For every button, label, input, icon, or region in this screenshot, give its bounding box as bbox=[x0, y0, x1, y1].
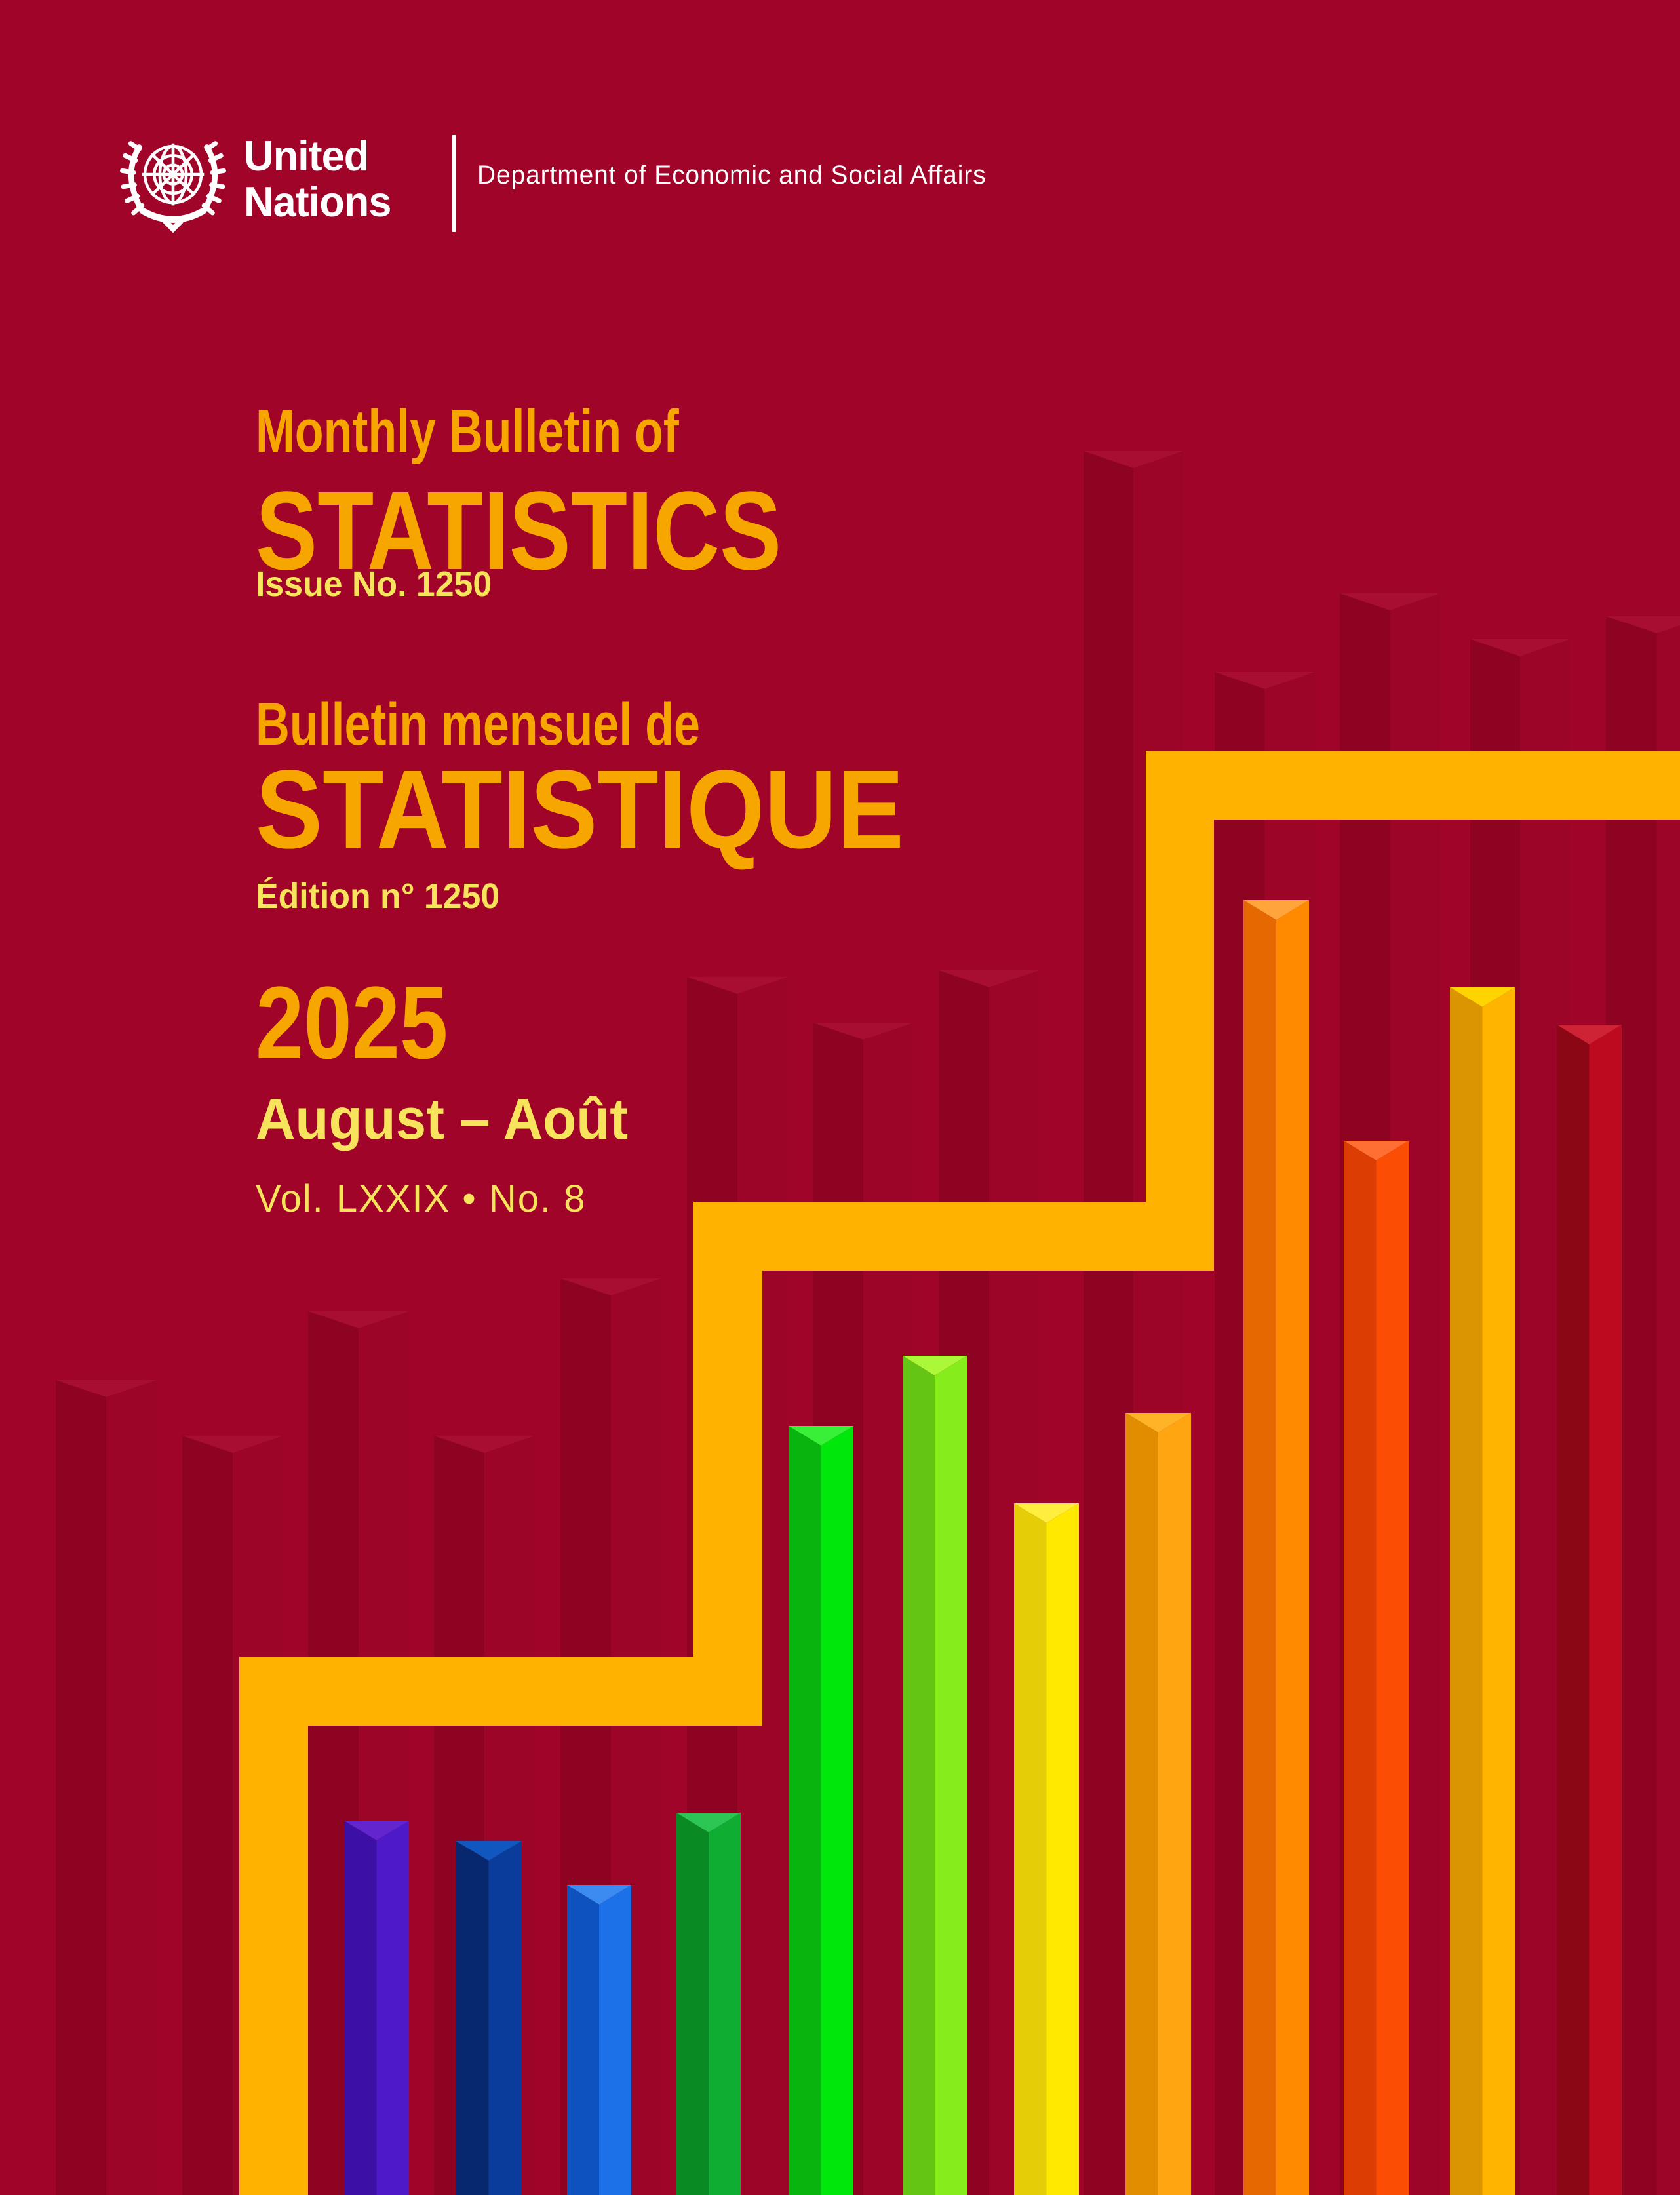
decorative-bar-yellow bbox=[1014, 1503, 1079, 2195]
department-name: Department of Economic and Social Affair… bbox=[477, 161, 987, 189]
title-en-line1: Monthly Bulletin of bbox=[256, 398, 679, 465]
logo-divider bbox=[452, 135, 456, 232]
issue-number-fr: Édition n° 1250 bbox=[256, 877, 500, 916]
decorative-bar-lime bbox=[903, 1356, 967, 2195]
decorative-bar-purple bbox=[344, 1821, 409, 2195]
decorative-bar-crimson bbox=[1557, 1025, 1622, 2195]
decorative-bar-gold bbox=[1450, 987, 1515, 2195]
decorative-bar-vermillion bbox=[1344, 1141, 1409, 2195]
edition-month: August – Août bbox=[256, 1086, 629, 1151]
decorative-bar-blue bbox=[567, 1885, 631, 2195]
decorative-bar-navy bbox=[456, 1841, 522, 2195]
step-line-segment bbox=[693, 1202, 762, 1726]
decorative-bar-amber bbox=[1125, 1413, 1191, 2195]
decorative-bar-orange bbox=[1243, 900, 1309, 2195]
edition-volume: Vol. LXXIX • No. 8 bbox=[256, 1177, 587, 1220]
ghost-bar bbox=[56, 1380, 157, 2195]
decorative-bar-bright-green bbox=[789, 1426, 853, 2195]
logo-wordmark: United Nations bbox=[244, 133, 391, 225]
edition-year: 2025 bbox=[256, 966, 448, 1080]
step-line-segment bbox=[1146, 751, 1214, 1271]
un-emblem-icon bbox=[120, 141, 226, 233]
title-fr-line2: STATISTIQUE bbox=[256, 747, 904, 872]
step-line-segment bbox=[239, 1657, 762, 1726]
step-line-segment bbox=[1146, 751, 1680, 820]
logo-word-united: United bbox=[244, 132, 369, 180]
step-line-segment bbox=[239, 1657, 308, 2195]
title-en-line2: STATISTICS bbox=[256, 469, 782, 593]
logo-word-nations: Nations bbox=[244, 178, 391, 226]
step-line-segment bbox=[693, 1202, 1214, 1271]
issue-number-en: Issue No. 1250 bbox=[256, 564, 492, 604]
title-fr-line1: Bulletin mensuel de bbox=[256, 691, 700, 758]
decorative-bar-green bbox=[676, 1813, 741, 2195]
